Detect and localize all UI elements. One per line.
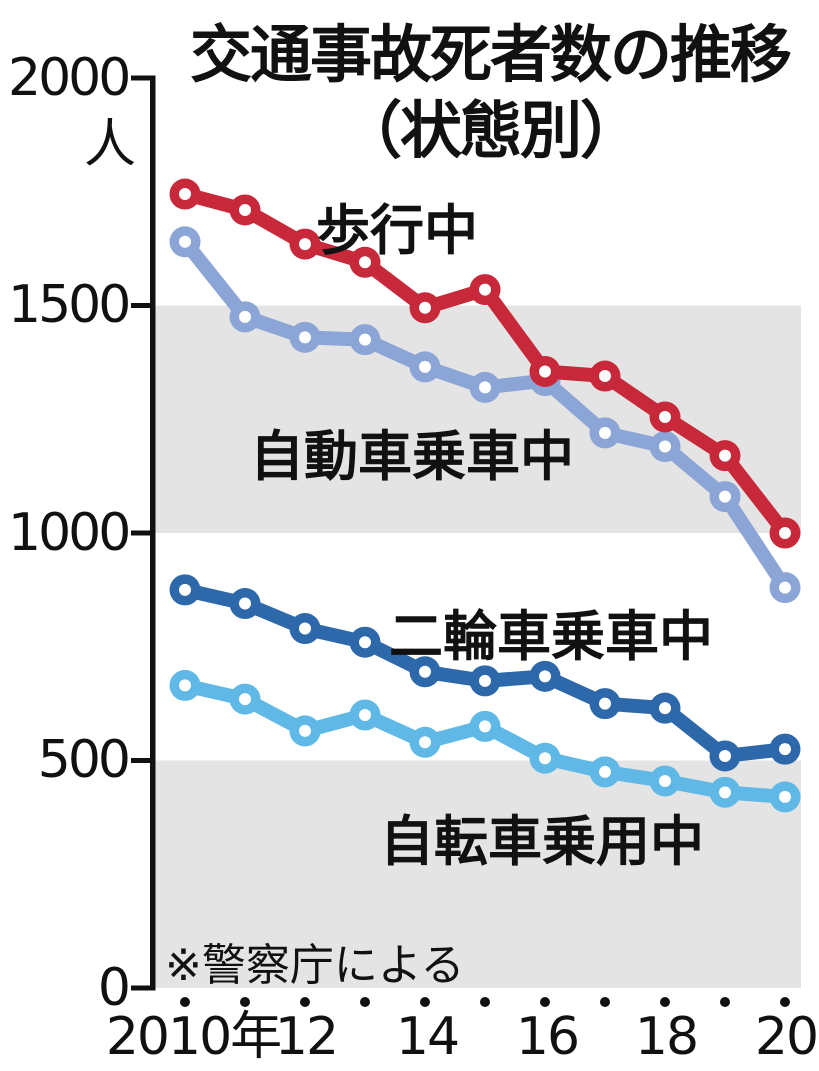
marker-hole-3-2016 — [539, 752, 551, 765]
marker-hole-1-2017 — [599, 426, 611, 439]
marker-hole-0-2013 — [359, 256, 371, 269]
series-label-bicycle: 自転車乗用中 — [380, 810, 704, 873]
marker-hole-1-2015 — [479, 381, 491, 394]
y-tick-label-500: 500 — [37, 730, 131, 790]
marker-hole-1-2018 — [659, 440, 671, 453]
chart-title-line1: 交通事故死者数の推移 — [189, 18, 792, 91]
x-year-dot-2015 — [480, 997, 490, 1007]
chart-title-line2: （状態別） — [339, 94, 642, 167]
y-tick-mark-500 — [131, 758, 153, 763]
marker-hole-0-2020 — [779, 527, 791, 539]
x-year-dot-2019 — [720, 997, 730, 1007]
x-year-dot-2010 — [180, 997, 190, 1007]
x-year-dot-2014 — [420, 997, 430, 1007]
marker-hole-0-2015 — [479, 283, 491, 296]
marker-hole-1-2020 — [779, 581, 791, 594]
series-label-motorcycle: 二輪車乗車中 — [389, 605, 713, 668]
marker-hole-2-2014 — [419, 665, 431, 678]
marker-hole-0-2011 — [239, 203, 251, 216]
y-tick-mark-1500 — [131, 303, 153, 308]
x-tick-label-18: 18 — [634, 1007, 699, 1067]
marker-hole-2-2019 — [719, 749, 731, 762]
marker-hole-0-2012 — [299, 238, 311, 251]
marker-hole-1-2011 — [239, 310, 251, 323]
y-tick-label-2000: 2000 — [8, 48, 131, 108]
marker-hole-2-2016 — [539, 670, 551, 683]
marker-hole-3-2013 — [359, 709, 371, 721]
x-tick-label-14: 14 — [395, 1007, 460, 1067]
y-tick-mark-0 — [131, 985, 153, 991]
y-tick-label-1500: 1500 — [8, 275, 131, 335]
marker-hole-3-2011 — [239, 693, 251, 706]
x-year-dot-2013 — [360, 997, 370, 1007]
y-tick-mark-2000 — [131, 75, 153, 81]
marker-hole-2-2013 — [359, 636, 371, 649]
marker-hole-1-2010 — [179, 235, 191, 248]
marker-hole-3-2012 — [299, 724, 311, 737]
marker-hole-0-2010 — [179, 188, 191, 201]
marker-hole-2-2010 — [179, 583, 191, 596]
background-band-0 — [150, 305, 801, 533]
x-year-dot-2016 — [540, 997, 550, 1007]
marker-hole-2-2018 — [659, 702, 671, 715]
marker-hole-2-2011 — [239, 597, 251, 610]
x-year-dot-2012 — [300, 997, 310, 1007]
x-tick-label-20: 20 — [754, 1007, 819, 1067]
series-label-car-occupant: 自動車乗車中 — [250, 425, 574, 488]
x-tick-label-16: 16 — [515, 1007, 580, 1067]
marker-hole-1-2019 — [719, 490, 731, 503]
marker-hole-0-2016 — [539, 365, 551, 378]
marker-hole-0-2018 — [659, 410, 671, 423]
x-year-dot-2017 — [600, 997, 610, 1007]
marker-hole-1-2012 — [299, 331, 311, 344]
x-year-dot-2020 — [780, 997, 790, 1007]
marker-hole-2-2015 — [479, 674, 491, 687]
x-year-dot-2018 — [660, 997, 670, 1007]
background-band-1 — [150, 760, 801, 988]
marker-hole-2-2017 — [599, 697, 611, 710]
marker-hole-3-2017 — [599, 765, 611, 778]
marker-hole-2-2020 — [779, 743, 791, 756]
marker-hole-3-2015 — [479, 720, 491, 733]
marker-hole-3-2014 — [419, 736, 431, 749]
series-label-pedestrian: 歩行中 — [316, 199, 478, 262]
x-year-dot-2011 — [240, 997, 250, 1007]
y-tick-mark-1000 — [131, 530, 153, 536]
marker-hole-3-2010 — [179, 679, 191, 692]
source-note: ※警察庁による — [165, 940, 465, 991]
marker-hole-0-2017 — [599, 370, 611, 383]
marker-hole-1-2014 — [419, 360, 431, 373]
y-axis-unit-label: 人 — [84, 115, 137, 175]
x-tick-label-12: 12 — [274, 1007, 339, 1067]
marker-hole-1-2013 — [359, 333, 371, 346]
marker-hole-3-2020 — [779, 790, 791, 803]
marker-hole-0-2014 — [419, 301, 431, 314]
y-tick-label-0: 0 — [97, 958, 131, 1018]
y-tick-label-1000: 1000 — [8, 503, 131, 563]
marker-hole-3-2018 — [659, 774, 671, 787]
marker-hole-3-2019 — [719, 786, 731, 799]
x-tick-label-2010: 2010年 — [105, 1007, 282, 1067]
marker-hole-2-2012 — [299, 622, 311, 635]
marker-hole-0-2019 — [719, 449, 731, 462]
